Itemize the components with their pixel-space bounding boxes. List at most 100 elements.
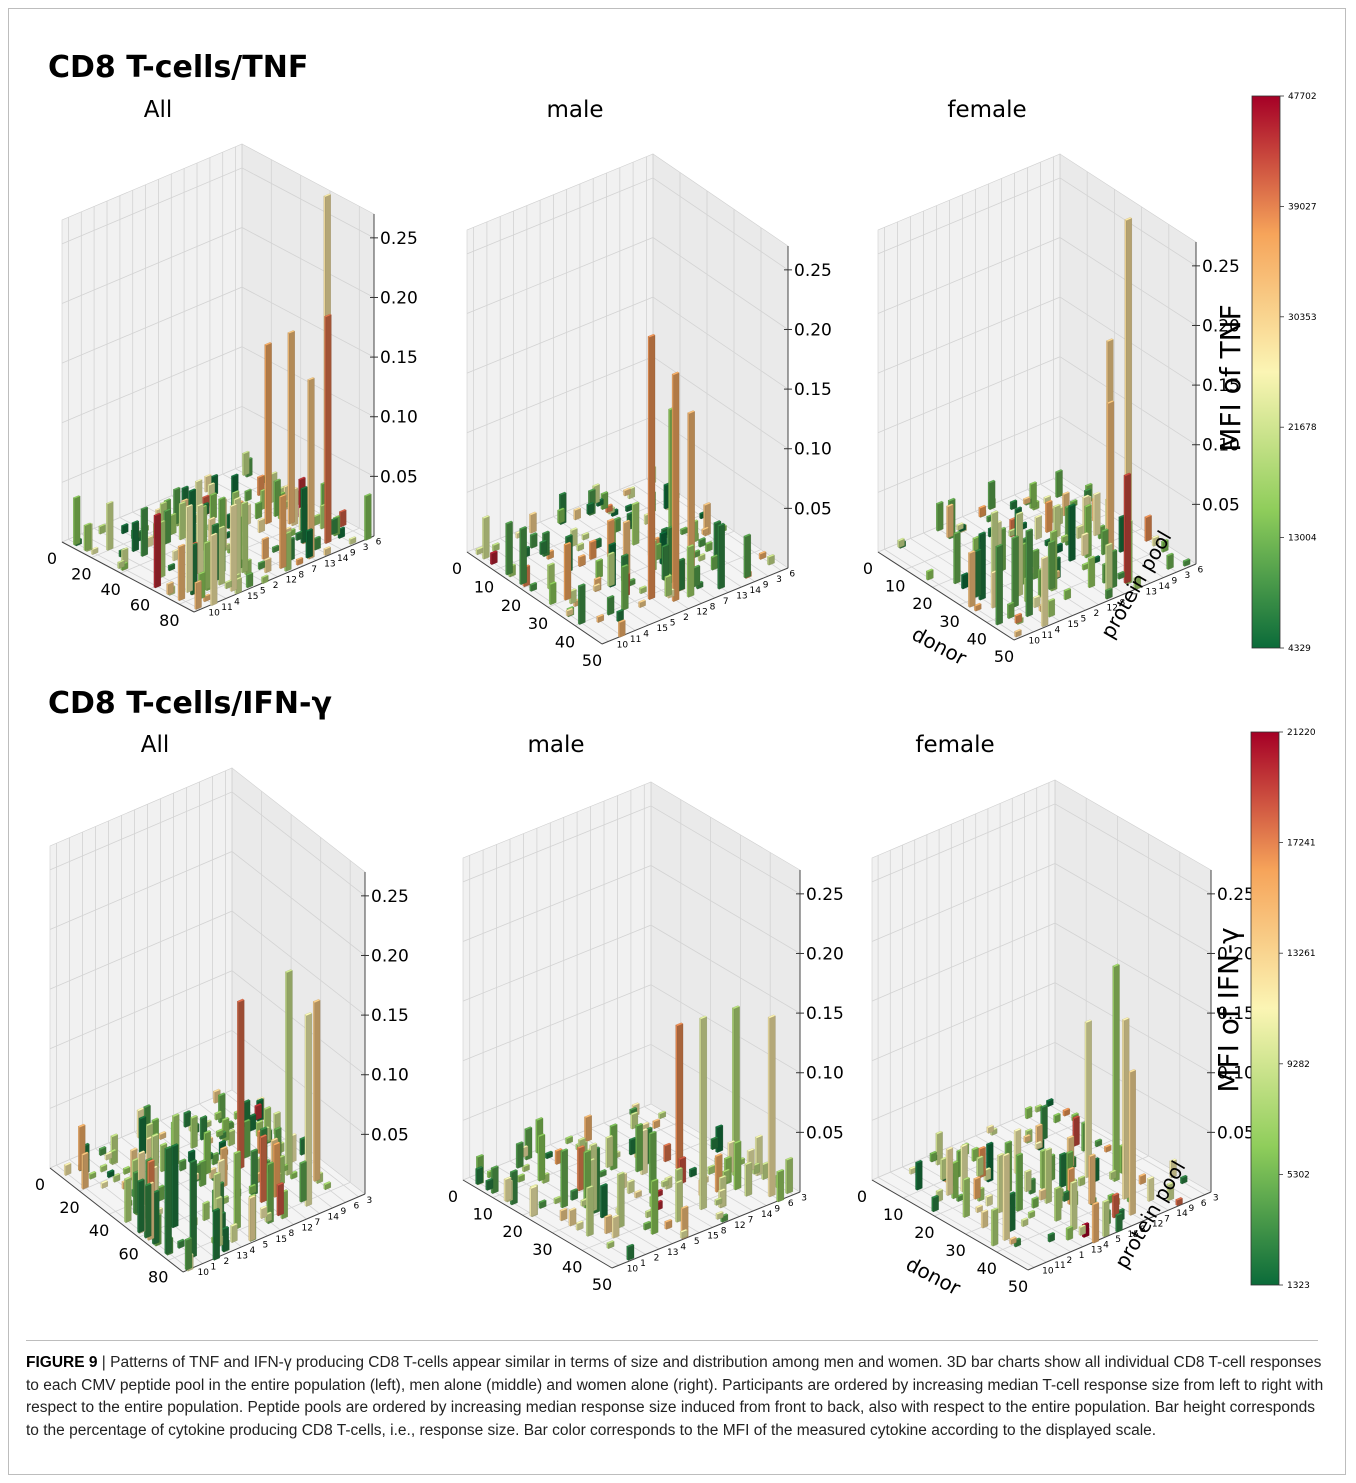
bar-side xyxy=(975,1177,981,1200)
bar-front xyxy=(586,1187,588,1237)
bar xyxy=(1088,1153,1096,1205)
bar-side xyxy=(735,1141,742,1191)
bar-top xyxy=(1123,472,1132,477)
bar-front xyxy=(1041,557,1043,628)
x-tick-label: 40 xyxy=(562,1257,582,1276)
bar-side xyxy=(235,1151,241,1230)
bar-top xyxy=(90,546,99,551)
bar xyxy=(106,1169,115,1179)
y-axis-line xyxy=(611,1191,801,1269)
bar-top xyxy=(754,1134,763,1139)
axis-edges xyxy=(466,246,789,645)
bar-top xyxy=(743,533,752,538)
bar-side xyxy=(953,1161,959,1200)
bar xyxy=(254,501,263,520)
bar-top xyxy=(548,581,557,585)
y-tick-label: 2 xyxy=(273,581,279,591)
y-tick-label: 4 xyxy=(1055,625,1061,635)
bar xyxy=(584,1114,593,1143)
bar-front xyxy=(554,1150,557,1165)
bar xyxy=(1182,558,1191,567)
bar-side xyxy=(306,1013,313,1207)
bar-side xyxy=(1108,401,1115,559)
bar-front xyxy=(78,1125,80,1172)
bar-side xyxy=(249,1196,256,1242)
bar-top xyxy=(710,1136,719,1140)
bar-front xyxy=(606,597,609,616)
bar-top xyxy=(255,1119,264,1124)
bar-top xyxy=(585,1185,594,1189)
y-tick-label: 8 xyxy=(721,1226,727,1236)
bar-side xyxy=(477,1167,484,1185)
y-tick-label: 8 xyxy=(710,602,716,612)
bar-top xyxy=(731,1005,740,1010)
bar-front xyxy=(549,583,551,606)
bar xyxy=(300,486,308,544)
bar-side xyxy=(1104,1200,1110,1238)
bar-top xyxy=(158,1131,167,1135)
bar xyxy=(295,557,304,566)
bar-side xyxy=(191,1160,197,1259)
x-tick-label: 10 xyxy=(885,577,905,596)
bar-top xyxy=(658,1110,667,1115)
bar-top xyxy=(565,534,573,538)
bar-side xyxy=(605,1214,612,1235)
bar-top xyxy=(259,1134,268,1139)
bar xyxy=(931,1194,939,1213)
panel-title: All xyxy=(141,732,170,758)
y-tick-label: 1 xyxy=(1079,1251,1085,1261)
bar-top xyxy=(529,532,538,536)
bar-front xyxy=(178,503,181,541)
bar xyxy=(81,1151,89,1190)
bar-top xyxy=(596,613,605,618)
bar-side xyxy=(1056,470,1063,498)
bar xyxy=(570,1188,579,1201)
bar xyxy=(1025,528,1034,618)
bar-top xyxy=(185,504,194,508)
bar xyxy=(663,1142,672,1163)
bar-side xyxy=(997,544,1003,626)
bar xyxy=(710,554,719,571)
bar-top xyxy=(203,1130,211,1134)
bar-top xyxy=(183,1110,191,1115)
bar-top xyxy=(568,1207,577,1212)
bar xyxy=(515,1141,524,1169)
bar-top xyxy=(245,572,254,576)
bar-top xyxy=(1117,570,1125,575)
bar-top xyxy=(257,560,266,564)
bar-top xyxy=(120,547,129,551)
y-tick-label: 13 xyxy=(237,1252,248,1262)
bar-top xyxy=(221,1225,229,1230)
bar-front xyxy=(578,556,580,567)
bar-top xyxy=(171,1143,179,1148)
bar-front xyxy=(607,553,610,587)
bar-front xyxy=(931,1196,934,1213)
bar-top xyxy=(110,1133,119,1138)
bar xyxy=(104,1151,113,1161)
bar-top xyxy=(604,1214,613,1218)
y-tick-label: 14 xyxy=(761,1210,773,1220)
bar xyxy=(565,607,574,617)
bar-top xyxy=(1133,575,1142,580)
bar-front xyxy=(261,576,264,585)
bar-top xyxy=(713,520,722,524)
y-tick-label: 5 xyxy=(260,587,266,597)
bar xyxy=(99,1163,108,1173)
bar-side xyxy=(558,508,565,524)
bar xyxy=(990,1207,999,1247)
bar-side xyxy=(982,1210,989,1229)
y-tick-label: 9 xyxy=(1172,577,1178,587)
bar xyxy=(521,1163,530,1173)
panel-title: male xyxy=(527,732,584,758)
x-tick-label: 20 xyxy=(914,1223,934,1242)
bar-front xyxy=(515,1143,518,1169)
bar xyxy=(244,488,252,502)
bar xyxy=(565,1135,574,1145)
bar-top xyxy=(718,1175,727,1179)
bar-top xyxy=(1076,524,1084,528)
bar xyxy=(967,550,976,608)
z-tick-label: 0.25 xyxy=(806,885,844,905)
bar xyxy=(153,512,162,589)
bar-side xyxy=(1042,556,1049,628)
bar xyxy=(978,504,987,518)
